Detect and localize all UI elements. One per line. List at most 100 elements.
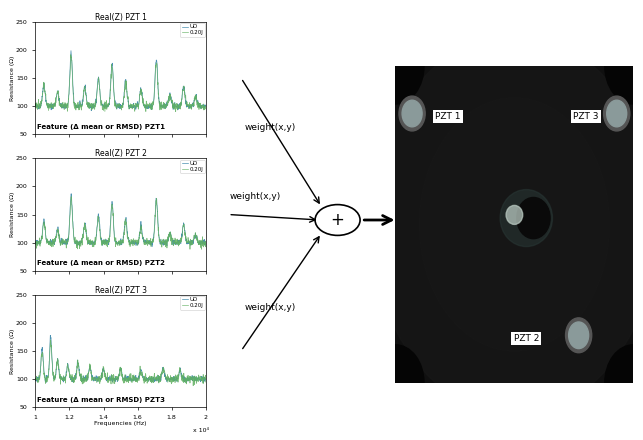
0.20J <box>197 246 205 252</box>
0.20J <box>32 104 39 109</box>
Circle shape <box>604 96 629 131</box>
Y-axis label: Resistance (Ω): Resistance (Ω) <box>10 328 15 374</box>
0.20J <box>131 374 138 379</box>
Text: PZT 2: PZT 2 <box>514 334 539 343</box>
UD <box>179 230 186 235</box>
0.20J <box>202 238 210 244</box>
0.20J <box>135 100 143 105</box>
UD <box>131 378 138 383</box>
UD <box>46 333 54 338</box>
0.20J <box>131 242 138 248</box>
0.20J <box>172 109 179 114</box>
Y-axis label: Resistance (Ω): Resistance (Ω) <box>10 192 15 237</box>
UD <box>136 99 143 104</box>
UD <box>161 371 168 376</box>
Circle shape <box>402 100 422 127</box>
Text: weight(x,y): weight(x,y) <box>244 303 296 312</box>
0.20J <box>161 103 168 108</box>
Title: Real(Z) PZT 1: Real(Z) PZT 1 <box>95 13 147 22</box>
Legend: UD, 0.20J: UD, 0.20J <box>180 23 204 37</box>
Title: Real(Z) PZT 3: Real(Z) PZT 3 <box>95 286 147 295</box>
Ellipse shape <box>517 198 550 238</box>
0.20J <box>42 92 50 97</box>
UD <box>199 380 207 385</box>
0.20J <box>179 231 186 236</box>
Title: Real(Z) PZT 2: Real(Z) PZT 2 <box>95 149 147 158</box>
0.20J <box>131 105 138 110</box>
UD <box>42 99 50 104</box>
0.20J <box>32 376 39 381</box>
Ellipse shape <box>372 34 643 414</box>
0.20J <box>42 233 50 238</box>
Ellipse shape <box>419 98 610 351</box>
Text: PZT 3: PZT 3 <box>573 112 599 121</box>
UD <box>148 244 156 249</box>
UD <box>161 106 169 111</box>
UD <box>202 376 210 381</box>
UD <box>135 376 143 381</box>
Circle shape <box>566 318 592 353</box>
0.20J <box>161 370 168 375</box>
Text: Feature (Δ mean or RMSD) PZT3: Feature (Δ mean or RMSD) PZT3 <box>37 396 165 403</box>
0.20J <box>140 242 148 247</box>
UD <box>42 234 50 239</box>
Line: UD: UD <box>35 194 206 246</box>
Text: Feature (Δ mean or RMSD) PZT2: Feature (Δ mean or RMSD) PZT2 <box>37 260 165 266</box>
0.20J <box>135 235 143 240</box>
0.20J <box>179 87 186 92</box>
Line: 0.20J: 0.20J <box>35 55 206 112</box>
UD <box>32 376 39 381</box>
Line: UD: UD <box>35 335 206 383</box>
Line: UD: UD <box>35 51 206 111</box>
Circle shape <box>367 28 424 104</box>
UD <box>140 377 148 382</box>
Line: 0.20J: 0.20J <box>35 197 206 249</box>
Circle shape <box>607 100 627 127</box>
0.20J <box>140 381 148 386</box>
0.20J <box>42 375 50 381</box>
Ellipse shape <box>506 205 523 224</box>
0.20J <box>161 239 168 244</box>
UD <box>32 241 39 246</box>
UD <box>67 48 75 53</box>
Circle shape <box>367 345 424 421</box>
UD <box>179 375 186 381</box>
Text: x 10⁴: x 10⁴ <box>193 428 209 433</box>
UD <box>42 375 50 381</box>
0.20J <box>67 52 75 57</box>
0.20J <box>189 383 197 389</box>
Line: 0.20J: 0.20J <box>35 340 206 386</box>
0.20J <box>179 373 186 378</box>
0.20J <box>140 104 148 109</box>
Text: weight(x,y): weight(x,y) <box>230 192 281 202</box>
UD <box>179 90 186 95</box>
UD <box>202 239 210 245</box>
UD <box>140 240 148 245</box>
UD <box>131 103 139 108</box>
Ellipse shape <box>500 190 552 246</box>
UD <box>32 103 39 108</box>
Circle shape <box>568 322 588 348</box>
UD <box>202 103 210 109</box>
Text: +: + <box>331 211 345 229</box>
UD <box>131 240 138 246</box>
Text: PZT 1: PZT 1 <box>435 112 460 121</box>
0.20J <box>68 194 75 199</box>
Text: Feature (Δ mean or RMSD) PZT1: Feature (Δ mean or RMSD) PZT1 <box>37 124 165 130</box>
Text: weight(x,y): weight(x,y) <box>244 123 296 132</box>
UD <box>135 236 143 241</box>
UD <box>87 108 95 114</box>
0.20J <box>202 379 210 385</box>
0.20J <box>202 103 210 109</box>
0.20J <box>47 337 55 343</box>
UD <box>68 191 75 196</box>
0.20J <box>32 242 39 247</box>
UD <box>140 103 148 108</box>
Circle shape <box>605 345 643 421</box>
Legend: UD, 0.20J: UD, 0.20J <box>180 296 204 309</box>
Legend: UD, 0.20J: UD, 0.20J <box>180 160 204 173</box>
Y-axis label: Resistance (Ω): Resistance (Ω) <box>10 55 15 101</box>
X-axis label: Frequencies (Hz): Frequencies (Hz) <box>95 421 147 426</box>
Circle shape <box>399 96 425 131</box>
Circle shape <box>605 28 643 104</box>
